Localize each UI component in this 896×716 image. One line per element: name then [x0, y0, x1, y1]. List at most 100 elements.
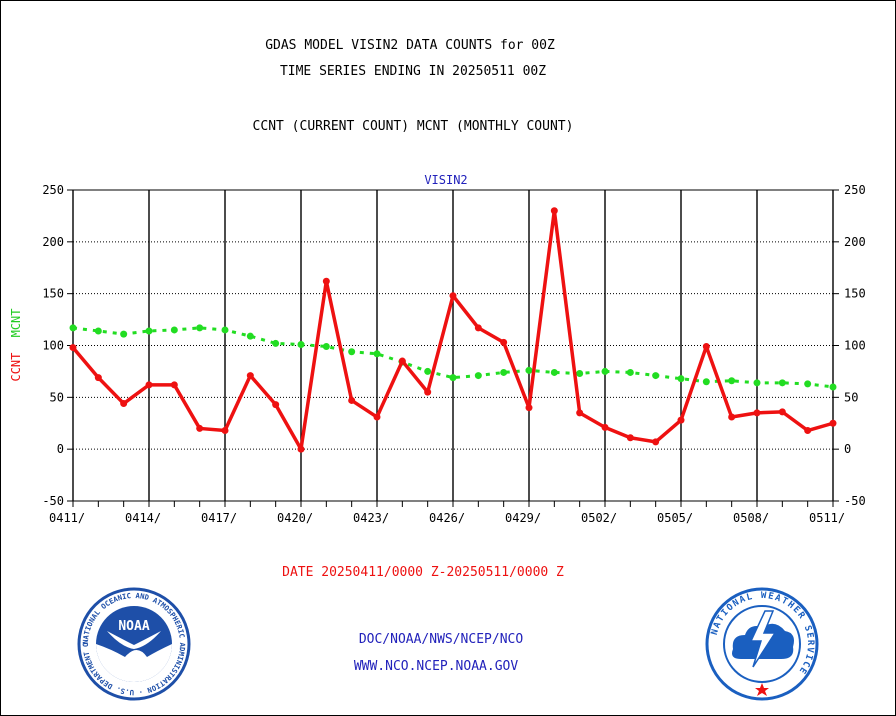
ccnt-point — [804, 427, 812, 435]
mcnt-point — [449, 374, 457, 382]
mcnt-point — [804, 380, 812, 388]
y-axis-label-ccnt: CCNT — [9, 353, 23, 382]
x-tick-label: 0414/ — [125, 511, 161, 525]
ccnt-point — [69, 344, 77, 352]
mcnt-point — [677, 375, 685, 383]
y-tick-label-left: 0 — [57, 442, 64, 456]
y-tick-label-right: 150 — [844, 287, 866, 301]
mcnt-point — [297, 340, 305, 348]
mcnt-point — [221, 326, 229, 334]
ccnt-point — [398, 357, 406, 365]
mcnt-point — [170, 326, 178, 334]
ccnt-point — [120, 400, 128, 408]
x-tick-label: 0426/ — [429, 511, 465, 525]
legend-description: CCNT (CURRENT COUNT) MCNT (MONTHLY COUNT… — [252, 119, 574, 134]
mcnt-point — [728, 377, 736, 385]
chart-title-line2: TIME SERIES ENDING IN 20250511 00Z — [279, 64, 547, 79]
x-tick-label: 0417/ — [201, 511, 237, 525]
x-tick-label: 0420/ — [277, 511, 313, 525]
mcnt-point — [373, 350, 381, 358]
y-tick-label-left: 250 — [42, 183, 64, 197]
noaa-logo: NATIONAL OCEANIC AND ATMOSPHERIC ADMINIS… — [77, 587, 191, 701]
ccnt-point — [728, 413, 736, 421]
mcnt-point — [778, 379, 786, 387]
y-tick-label-right: 50 — [844, 390, 858, 404]
plot-title: VISIN2 — [424, 173, 467, 187]
mcnt-point — [120, 330, 128, 338]
mcnt-point — [272, 339, 280, 347]
ccnt-point — [297, 445, 305, 453]
ccnt-point — [626, 434, 634, 442]
ccnt-point — [424, 388, 432, 396]
x-tick-label: 0423/ — [353, 511, 389, 525]
ccnt-point — [348, 396, 356, 404]
ccnt-point — [500, 338, 508, 346]
mcnt-point — [576, 369, 584, 377]
mcnt-point — [246, 332, 254, 340]
x-tick-label: 0411/ — [49, 511, 85, 525]
mcnt-point — [702, 378, 710, 386]
mcnt-point — [348, 348, 356, 356]
ccnt-point — [373, 413, 381, 421]
x-tick-label: 0508/ — [733, 511, 769, 525]
chart-title-line1: GDAS MODEL VISIN2 DATA COUNTS for 00Z — [265, 38, 555, 53]
mcnt-point — [196, 324, 204, 332]
mcnt-point — [474, 372, 482, 380]
mcnt-point — [525, 366, 533, 374]
mcnt-point — [601, 367, 609, 375]
mcnt-point — [145, 327, 153, 335]
mcnt-point — [69, 324, 77, 332]
ccnt-point — [601, 423, 609, 431]
ccnt-point — [677, 416, 685, 424]
mcnt-point — [652, 372, 660, 380]
mcnt-point — [94, 327, 102, 335]
mcnt-point — [500, 368, 508, 376]
ccnt-point — [449, 292, 457, 300]
y-axis-label-mcnt: MCNT — [9, 308, 23, 337]
ccnt-point — [829, 419, 837, 427]
noaa-logo-text: NOAA — [118, 619, 149, 634]
ccnt-point — [652, 438, 660, 446]
nws-logo: NATIONAL WEATHER SERVICE — [705, 587, 819, 701]
ccnt-point — [702, 343, 710, 351]
y-tick-label-left: 50 — [50, 390, 64, 404]
y-tick-label-left: 100 — [42, 339, 64, 353]
mcnt-point — [626, 368, 634, 376]
y-tick-label-right: 200 — [844, 235, 866, 249]
mcnt-point — [753, 379, 761, 387]
ccnt-point — [322, 277, 330, 285]
ccnt-point — [576, 409, 584, 417]
mcnt-point — [550, 368, 558, 376]
ccnt-point — [272, 401, 280, 409]
ccnt-point — [474, 324, 482, 332]
mcnt-point — [424, 367, 432, 375]
y-tick-label-right: -50 — [844, 494, 866, 508]
ccnt-point — [753, 409, 761, 417]
ccnt-point — [196, 424, 204, 432]
y-tick-label-right: 0 — [844, 442, 851, 456]
ccnt-point — [145, 381, 153, 389]
ccnt-point — [94, 374, 102, 382]
x-tick-label: 0502/ — [581, 511, 617, 525]
y-tick-label-right: 100 — [844, 339, 866, 353]
y-tick-label-left: -50 — [42, 494, 64, 508]
ccnt-point — [525, 404, 533, 412]
x-tick-label: 0429/ — [505, 511, 541, 525]
y-tick-label-right: 250 — [844, 183, 866, 197]
website-label: WWW.NCO.NCEP.NOAA.GOV — [353, 659, 519, 674]
ccnt-point — [246, 372, 254, 380]
svg-text:CCNT MCNT: CCNT MCNT — [9, 308, 23, 381]
date-range-label: DATE 20250411/0000 Z-20250511/0000 Z — [282, 565, 564, 580]
y-tick-label-left: 150 — [42, 287, 64, 301]
ccnt-point — [170, 381, 178, 389]
ccnt-point — [221, 427, 229, 435]
x-tick-label: 0505/ — [657, 511, 693, 525]
ccnt-point — [550, 207, 558, 215]
y-tick-label-left: 200 — [42, 235, 64, 249]
mcnt-point — [322, 343, 330, 351]
mcnt-point — [829, 383, 837, 391]
ccnt-point — [778, 408, 786, 416]
org-path-label: DOC/NOAA/NWS/NCEP/NCO — [358, 632, 524, 647]
x-tick-label: 0511/ — [809, 511, 845, 525]
